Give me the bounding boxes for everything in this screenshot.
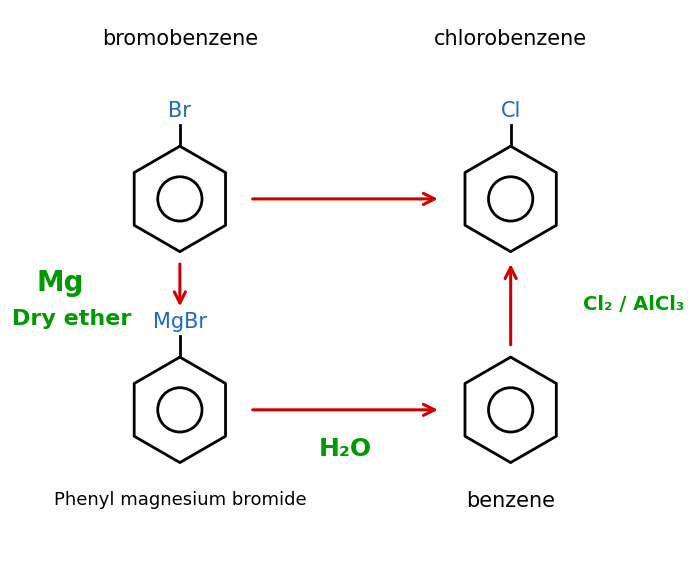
Text: Phenyl magnesium bromide: Phenyl magnesium bromide bbox=[54, 491, 306, 509]
Text: bromobenzene: bromobenzene bbox=[102, 29, 258, 49]
Text: Cl: Cl bbox=[500, 102, 521, 121]
Text: benzene: benzene bbox=[466, 491, 555, 512]
Text: Dry ether: Dry ether bbox=[12, 309, 131, 329]
Text: H₂O: H₂O bbox=[318, 437, 372, 461]
Text: Mg: Mg bbox=[36, 269, 84, 298]
Text: chlorobenzene: chlorobenzene bbox=[434, 29, 587, 49]
Text: Br: Br bbox=[169, 102, 191, 121]
Text: Cl₂ / AlCl₃: Cl₂ / AlCl₃ bbox=[582, 295, 684, 314]
Text: MgBr: MgBr bbox=[153, 312, 207, 332]
